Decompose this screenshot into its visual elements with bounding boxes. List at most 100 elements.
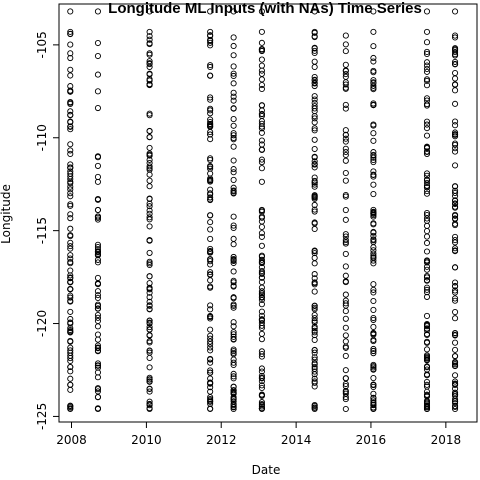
data-point xyxy=(67,87,74,94)
data-point xyxy=(452,58,459,65)
data-point xyxy=(230,241,237,248)
data-point xyxy=(342,278,349,285)
data-point xyxy=(342,383,349,390)
data-point xyxy=(370,289,377,296)
data-point xyxy=(67,225,74,232)
data-point xyxy=(67,355,74,362)
data-point xyxy=(370,67,377,74)
data-point xyxy=(67,164,74,171)
data-point xyxy=(207,62,214,69)
data-point xyxy=(146,195,153,203)
data-point xyxy=(230,122,237,129)
data-point xyxy=(370,54,377,62)
data-point xyxy=(452,287,459,294)
data-point xyxy=(342,324,349,331)
data-point xyxy=(67,72,74,79)
data-point xyxy=(146,405,153,412)
data-point xyxy=(423,277,431,284)
data-point xyxy=(311,145,318,153)
data-point xyxy=(423,82,431,89)
data-point xyxy=(311,79,318,86)
data-point xyxy=(94,405,101,412)
data-point xyxy=(94,206,101,214)
data-point xyxy=(342,67,349,75)
data-point xyxy=(423,346,431,353)
data-point xyxy=(370,383,377,390)
data-point xyxy=(423,293,431,300)
data-point xyxy=(342,151,349,159)
data-point xyxy=(67,308,74,315)
data-point xyxy=(94,311,101,319)
data-point xyxy=(230,132,237,139)
data-point xyxy=(146,58,153,65)
data-point xyxy=(342,191,349,199)
data-point xyxy=(146,305,153,313)
data-point xyxy=(370,168,377,175)
data-point xyxy=(146,171,153,178)
data-point xyxy=(146,200,153,207)
data-point xyxy=(207,248,214,256)
data-point xyxy=(146,63,153,70)
data-point xyxy=(370,375,377,382)
data-point xyxy=(146,385,153,393)
data-point xyxy=(342,169,349,177)
data-point xyxy=(230,394,237,401)
data-point xyxy=(311,181,318,188)
data-point xyxy=(146,77,153,84)
data-point xyxy=(258,85,265,93)
data-point xyxy=(452,200,459,207)
data-point xyxy=(342,233,349,240)
data-point xyxy=(311,378,318,385)
data-point xyxy=(370,210,377,217)
data-point xyxy=(207,186,214,193)
data-point xyxy=(207,271,214,278)
data-point xyxy=(258,178,265,185)
data-point xyxy=(230,387,237,394)
data-point xyxy=(342,145,349,152)
data-point xyxy=(452,148,459,155)
data-point xyxy=(146,364,153,371)
data-point xyxy=(67,8,74,15)
data-point xyxy=(342,237,349,244)
data-point xyxy=(370,316,377,323)
data-point xyxy=(258,218,265,225)
data-point xyxy=(370,8,377,15)
data-point xyxy=(370,232,377,239)
data-point xyxy=(67,50,74,57)
data-point xyxy=(342,127,349,134)
data-point xyxy=(452,69,459,77)
data-point xyxy=(452,339,459,346)
data-point xyxy=(94,280,101,287)
data-point xyxy=(423,190,431,197)
data-point xyxy=(423,50,431,57)
data-point xyxy=(423,150,431,157)
data-point xyxy=(67,328,74,335)
data-point xyxy=(67,126,74,133)
data-point xyxy=(258,330,265,337)
data-point xyxy=(230,52,237,59)
data-point xyxy=(146,151,153,158)
data-point xyxy=(94,323,101,330)
data-point xyxy=(311,115,318,122)
data-point xyxy=(207,178,214,185)
data-point xyxy=(452,396,459,403)
data-point xyxy=(67,99,74,106)
data-point xyxy=(94,314,101,321)
data-point xyxy=(370,397,377,404)
x-tick-label: 2012 xyxy=(206,433,237,447)
data-point xyxy=(258,405,265,412)
data-point xyxy=(94,256,101,263)
data-point xyxy=(370,364,377,371)
data-point xyxy=(423,366,431,373)
data-point xyxy=(207,394,214,401)
data-point xyxy=(311,325,318,332)
data-point xyxy=(230,235,237,242)
data-point xyxy=(311,177,318,185)
data-point xyxy=(146,165,153,172)
data-point xyxy=(94,393,101,401)
data-point xyxy=(342,297,349,304)
data-point xyxy=(258,107,265,114)
data-point xyxy=(230,116,237,123)
data-point xyxy=(94,294,101,301)
data-point xyxy=(258,259,265,266)
